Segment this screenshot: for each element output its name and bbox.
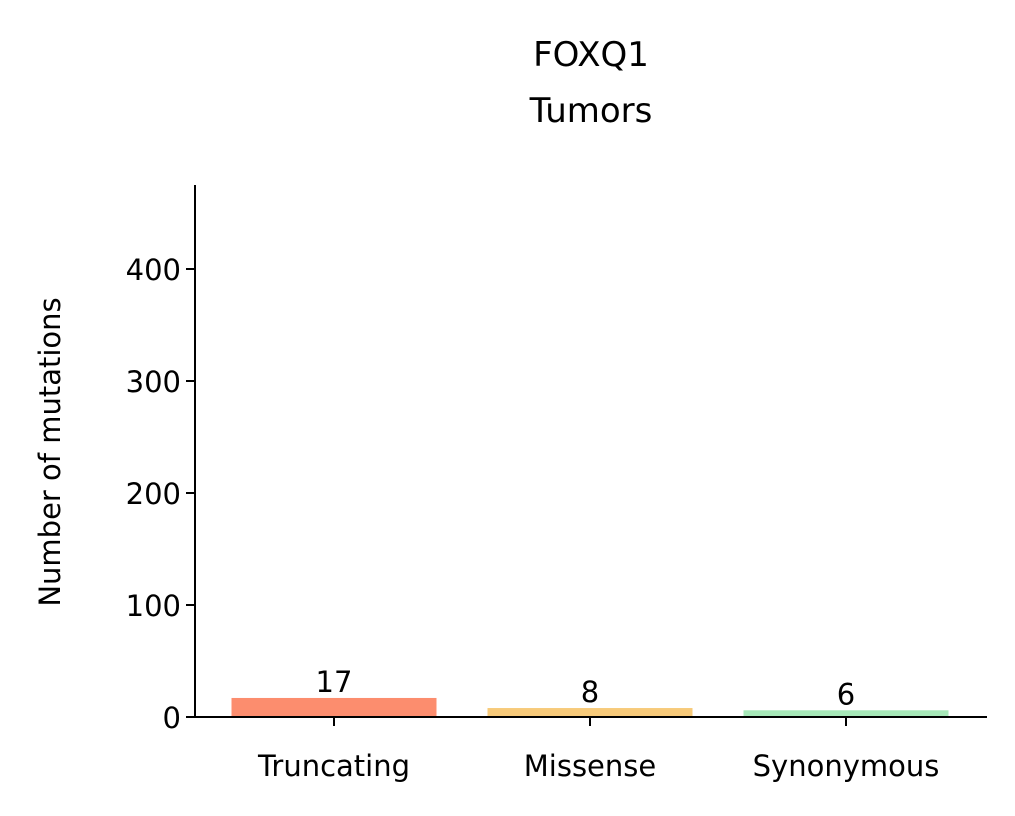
x-tick-label: Synonymous	[753, 749, 940, 783]
bar-missense	[487, 708, 693, 717]
y-tick-label: 400	[126, 253, 181, 287]
bar-labels-group: 17 8 6	[316, 665, 856, 711]
bar-value-label: 6	[837, 677, 855, 711]
bar-value-label: 17	[316, 665, 353, 699]
y-tick-label: 100	[126, 589, 181, 623]
x-tick-label: Truncating	[257, 749, 410, 783]
bar-truncating	[231, 697, 437, 717]
x-tick-label: Missense	[524, 749, 656, 783]
bar-synonymous	[743, 710, 949, 717]
chart-subtitle: Tumors	[529, 91, 653, 131]
y-tick-label: 0	[163, 701, 181, 735]
y-tick-label: 300	[126, 365, 181, 399]
bars-group	[231, 697, 949, 717]
y-axis-ticks: 0 100 200 300 400	[126, 253, 195, 735]
chart-title: FOXQ1	[533, 35, 649, 75]
x-axis-ticks: Truncating Missense Synonymous	[257, 717, 939, 783]
y-tick-label: 200	[126, 477, 181, 511]
bar-value-label: 8	[581, 675, 599, 709]
y-axis-label: Number of mutations	[33, 297, 67, 606]
